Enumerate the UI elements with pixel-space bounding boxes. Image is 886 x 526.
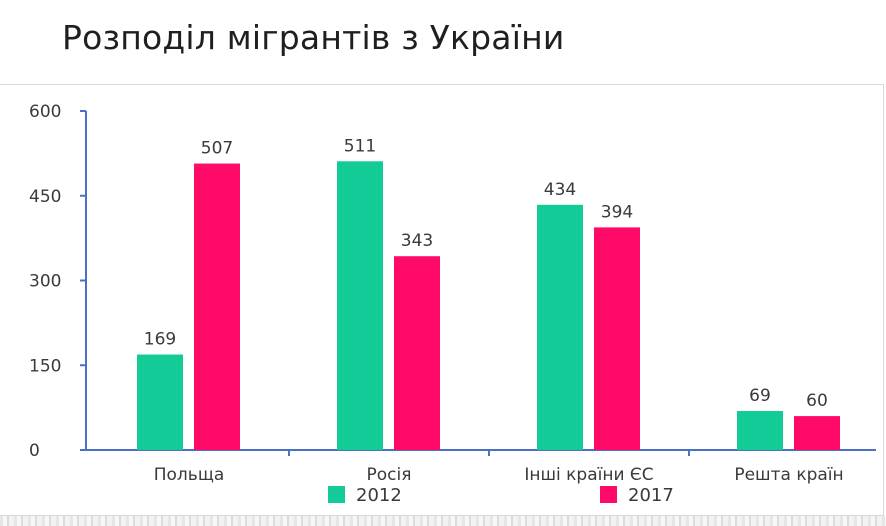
x-category-label: Польща xyxy=(154,465,225,485)
legend-swatch-2017 xyxy=(600,486,617,503)
bar-chart: 0 150 300 450 600 169 507 Польща 511 343 Росія 434 3… xyxy=(29,102,876,506)
bar-2017-0 xyxy=(194,163,240,451)
legend-label: 2017 xyxy=(628,485,674,506)
bar-2017-2 xyxy=(594,227,640,450)
chart-frame: 0 150 300 450 600 169 507 Польща 511 343 Росія 434 3… xyxy=(0,84,884,516)
data-label: 60 xyxy=(806,391,828,411)
legend-label: 2012 xyxy=(356,485,402,506)
bar-2012-3 xyxy=(737,411,783,450)
data-label: 343 xyxy=(401,231,433,251)
bar-2012-0 xyxy=(137,354,183,450)
data-label: 69 xyxy=(749,386,771,406)
x-category-label: Інші країни ЄС xyxy=(524,465,653,485)
data-label: 511 xyxy=(344,136,376,156)
slide-title: Розподіл мігрантів з України xyxy=(62,18,565,57)
y-tick-label: 0 xyxy=(29,441,40,461)
data-label: 434 xyxy=(544,180,576,200)
bar-2012-2 xyxy=(537,204,583,450)
data-label: 394 xyxy=(601,202,633,222)
bar-2012-1 xyxy=(337,161,383,450)
bottom-strip xyxy=(0,516,886,526)
x-category-label: Росія xyxy=(367,465,412,485)
bar-2017-3 xyxy=(794,416,840,450)
y-tick-label: 450 xyxy=(29,187,61,207)
data-label: 169 xyxy=(144,330,176,350)
bar-2017-1 xyxy=(394,256,440,450)
legend-swatch-2012 xyxy=(328,486,345,503)
x-category-label: Решта країн xyxy=(734,465,843,485)
y-tick-label: 150 xyxy=(29,356,61,376)
data-label: 507 xyxy=(201,139,233,159)
y-tick-label: 300 xyxy=(29,272,61,292)
y-tick-label: 600 xyxy=(29,102,61,122)
